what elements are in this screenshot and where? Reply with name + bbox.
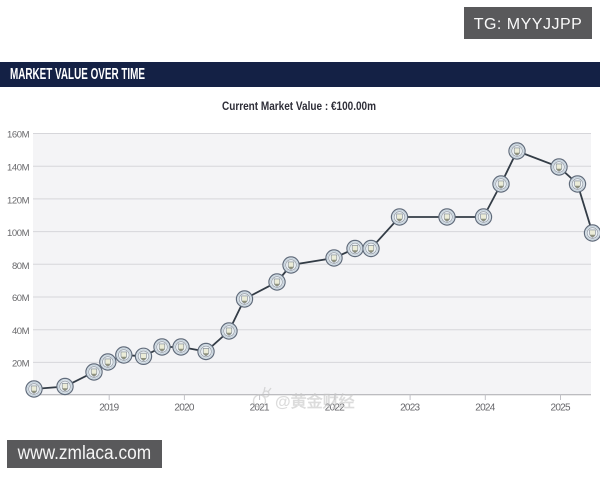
svg-text:@黄金财经: @黄金财经: [275, 392, 355, 411]
svg-text:20M: 20M: [12, 359, 30, 370]
svg-text:120M: 120M: [7, 195, 30, 206]
svg-text:2019: 2019: [99, 403, 119, 414]
svg-text:140M: 140M: [7, 163, 30, 174]
svg-text:160M: 160M: [7, 130, 30, 141]
svg-text:2021: 2021: [250, 403, 270, 414]
svg-text:2022: 2022: [325, 403, 345, 414]
svg-text:40M: 40M: [12, 326, 30, 337]
svg-text:60M: 60M: [12, 293, 30, 304]
svg-text:100M: 100M: [7, 228, 30, 239]
svg-text:2023: 2023: [400, 403, 420, 414]
svg-text:2025: 2025: [551, 403, 571, 414]
svg-text:2020: 2020: [174, 403, 194, 414]
svg-text:2024: 2024: [475, 403, 495, 414]
svg-text:80M: 80M: [12, 261, 30, 272]
